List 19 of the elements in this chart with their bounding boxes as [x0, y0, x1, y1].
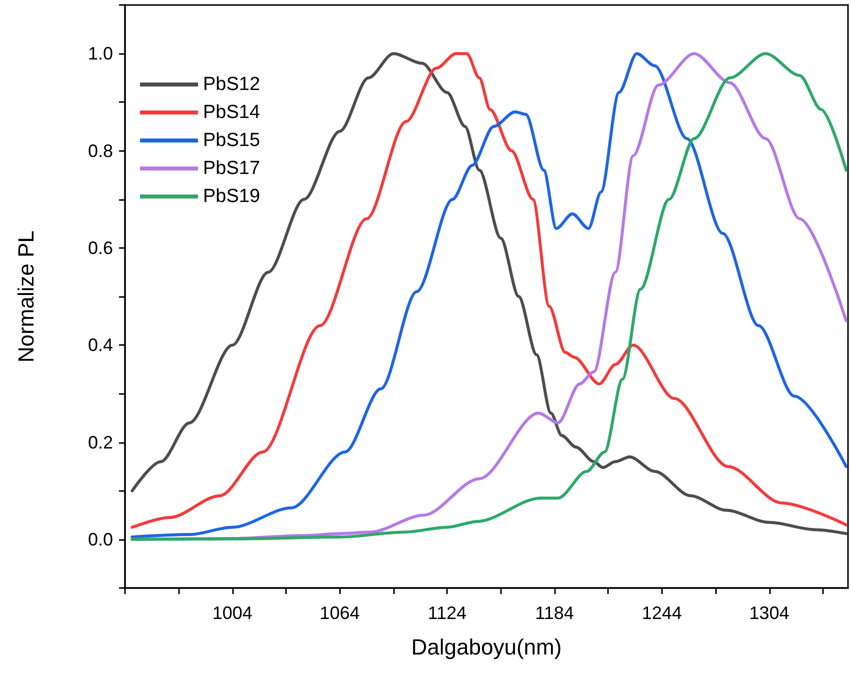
- x-tick-label: 1184: [535, 603, 574, 623]
- legend-label: PbS17: [203, 158, 260, 179]
- x-tick-label: 1004: [212, 603, 252, 623]
- y-tick-label: 0.4: [88, 335, 113, 356]
- legend-label: PbS14: [203, 102, 260, 123]
- y-axis-title: Normalize PL: [14, 230, 38, 363]
- y-tick-label: 0.0: [88, 529, 113, 550]
- y-tick-label: 1.0: [88, 44, 113, 64]
- legend-label: PbS12: [203, 74, 260, 95]
- x-axis-title: Dalgaboyu(nm): [411, 634, 562, 660]
- legend-label: PbS15: [203, 130, 260, 151]
- x-tick-label: 1304: [749, 603, 790, 623]
- y-tick-label: 0.6: [88, 238, 113, 258]
- y-tick-label: 0.2: [88, 432, 113, 452]
- x-tick-label: 1064: [320, 603, 360, 623]
- legend-label: PbS19: [203, 186, 260, 207]
- x-tick-label: 1124: [428, 603, 466, 623]
- x-tick-label: 1244: [642, 603, 682, 623]
- y-tick-label: 0.8: [88, 140, 113, 161]
